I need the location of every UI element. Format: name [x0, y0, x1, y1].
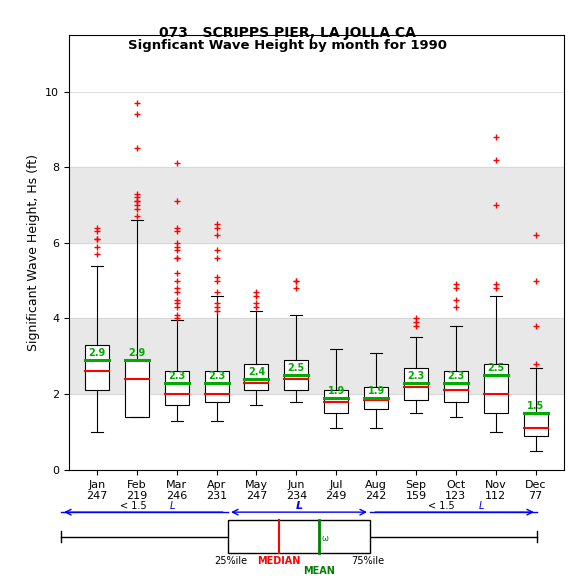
Text: 2.3: 2.3 [168, 371, 185, 380]
Bar [524, 413, 547, 436]
Text: 2.4: 2.4 [248, 367, 265, 377]
Bar [69, 167, 564, 243]
Text: 1.5: 1.5 [527, 401, 544, 411]
Text: 2.5: 2.5 [288, 363, 305, 373]
Text: MEAN: MEAN [303, 566, 335, 576]
Bar [85, 345, 109, 390]
Text: 1.9: 1.9 [328, 386, 345, 396]
Bar [444, 371, 468, 402]
Text: 25%ile: 25%ile [214, 556, 247, 566]
Bar [285, 360, 308, 390]
Text: Signficant Wave Height by month for 1990: Signficant Wave Height by month for 1990 [128, 39, 447, 52]
Bar [244, 364, 269, 390]
Text: 2.3: 2.3 [208, 371, 225, 380]
Bar [125, 360, 149, 417]
Text: L: L [478, 501, 484, 511]
Y-axis label: Significant Wave Height, Hs (ft): Significant Wave Height, Hs (ft) [26, 154, 40, 351]
Text: MEDIAN: MEDIAN [257, 556, 301, 566]
Text: 2.9: 2.9 [89, 348, 106, 358]
Text: 2.3: 2.3 [447, 371, 465, 380]
Bar [364, 387, 388, 409]
Bar [484, 364, 508, 413]
Text: 2.3: 2.3 [407, 371, 424, 380]
Text: 2.9: 2.9 [128, 348, 145, 358]
Text: < 1.5: < 1.5 [120, 501, 150, 511]
Text: 073   SCRIPPS PIER, LA JOLLA CA: 073 SCRIPPS PIER, LA JOLLA CA [159, 26, 416, 40]
Bar [228, 520, 370, 553]
Bar [205, 371, 228, 402]
Text: < 1.5: < 1.5 [428, 501, 458, 511]
Bar [324, 390, 348, 413]
Text: L: L [296, 501, 302, 511]
Bar [404, 368, 428, 400]
Text: L: L [170, 501, 175, 511]
Bar [164, 371, 189, 405]
Text: 75%ile: 75%ile [351, 556, 384, 566]
Text: 2.5: 2.5 [487, 363, 504, 373]
Bar [69, 318, 564, 394]
Text: ω: ω [322, 534, 329, 543]
Text: 1.9: 1.9 [367, 386, 385, 396]
